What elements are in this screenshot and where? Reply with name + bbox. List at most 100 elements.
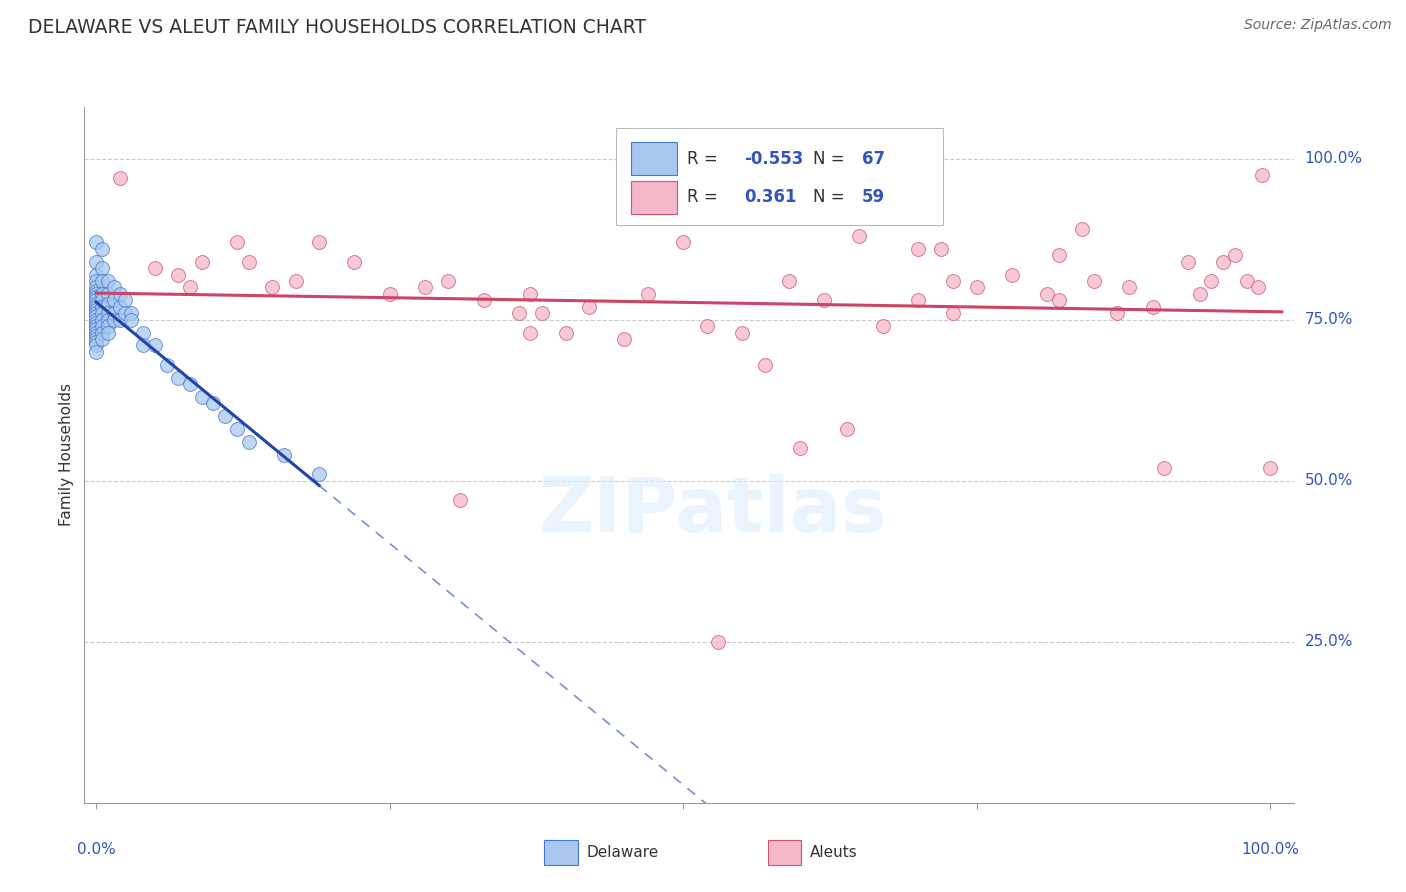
Point <box>190 390 212 404</box>
Text: -0.553: -0.553 <box>745 150 804 168</box>
Point <box>97 306 120 320</box>
Point <box>1188 286 1211 301</box>
Point <box>1177 254 1199 268</box>
Point <box>238 435 260 450</box>
Point <box>84 328 107 343</box>
Point <box>1107 306 1129 320</box>
Point <box>554 326 576 340</box>
Point <box>202 396 225 410</box>
Point <box>84 332 107 346</box>
Point <box>273 448 295 462</box>
Point <box>91 326 114 340</box>
Point <box>226 235 249 250</box>
Point <box>84 280 107 294</box>
Point <box>1001 268 1024 282</box>
Point <box>848 228 870 243</box>
Text: 67: 67 <box>862 150 884 168</box>
Point <box>84 300 107 314</box>
Point <box>167 268 190 282</box>
Point <box>378 286 401 301</box>
Point <box>84 284 107 298</box>
Point <box>108 312 131 326</box>
Point <box>1047 293 1070 308</box>
Point <box>143 338 166 352</box>
Point <box>754 358 776 372</box>
Text: R =: R = <box>686 188 728 206</box>
Point <box>1047 248 1070 262</box>
Point <box>108 300 131 314</box>
Point <box>731 326 754 340</box>
Point <box>108 170 131 185</box>
Point <box>84 344 107 359</box>
Text: 100.0%: 100.0% <box>1305 151 1362 166</box>
Point <box>531 306 554 320</box>
Text: 25.0%: 25.0% <box>1305 634 1353 649</box>
Point <box>167 370 190 384</box>
Point <box>91 274 114 288</box>
Point <box>1036 286 1059 301</box>
Point <box>813 293 835 308</box>
Point <box>84 235 107 250</box>
Bar <box>768 840 801 865</box>
Point <box>942 306 965 320</box>
Point <box>931 242 953 256</box>
Point <box>91 306 114 320</box>
Point <box>872 319 894 334</box>
Point <box>91 261 114 276</box>
Point <box>343 254 366 268</box>
Point <box>132 326 155 340</box>
Point <box>179 377 201 392</box>
Text: Source: ZipAtlas.com: Source: ZipAtlas.com <box>1244 18 1392 32</box>
Point <box>613 332 636 346</box>
Point <box>84 310 107 324</box>
Point <box>472 293 495 308</box>
Point <box>1118 280 1140 294</box>
Point <box>519 286 541 301</box>
Point <box>789 442 811 456</box>
Point <box>1142 300 1164 314</box>
Point <box>84 286 107 301</box>
Point <box>91 332 114 346</box>
Point <box>1071 222 1094 236</box>
Point <box>696 319 718 334</box>
Point <box>1247 280 1270 294</box>
Point <box>672 235 695 250</box>
Point <box>103 293 125 308</box>
Bar <box>631 142 676 175</box>
Point <box>91 293 114 308</box>
Text: 59: 59 <box>862 188 884 206</box>
Point <box>84 268 107 282</box>
Point <box>91 319 114 334</box>
Text: DELAWARE VS ALEUT FAMILY HOUSEHOLDS CORRELATION CHART: DELAWARE VS ALEUT FAMILY HOUSEHOLDS CORR… <box>28 18 647 37</box>
Point <box>108 286 131 301</box>
Text: 50.0%: 50.0% <box>1305 473 1353 488</box>
Text: N =: N = <box>814 150 851 168</box>
Point <box>1212 254 1234 268</box>
Point <box>103 306 125 320</box>
Point <box>97 312 120 326</box>
Point <box>1223 248 1246 262</box>
Point <box>84 312 107 326</box>
Point <box>84 293 107 308</box>
Point <box>84 338 107 352</box>
Bar <box>544 840 578 865</box>
Point <box>91 242 114 256</box>
Point <box>155 358 177 372</box>
Point <box>103 280 125 294</box>
Point <box>226 422 249 436</box>
Point <box>84 290 107 304</box>
Point <box>97 286 120 301</box>
Bar <box>631 181 676 214</box>
Point <box>942 274 965 288</box>
Point <box>97 319 120 334</box>
Point <box>308 235 330 250</box>
Point <box>508 306 530 320</box>
Point <box>214 409 236 424</box>
Point <box>84 316 107 330</box>
Point <box>97 296 120 310</box>
Point <box>1250 168 1272 182</box>
Point <box>519 326 541 340</box>
Point <box>907 242 929 256</box>
Point <box>966 280 988 294</box>
Point <box>84 326 107 340</box>
